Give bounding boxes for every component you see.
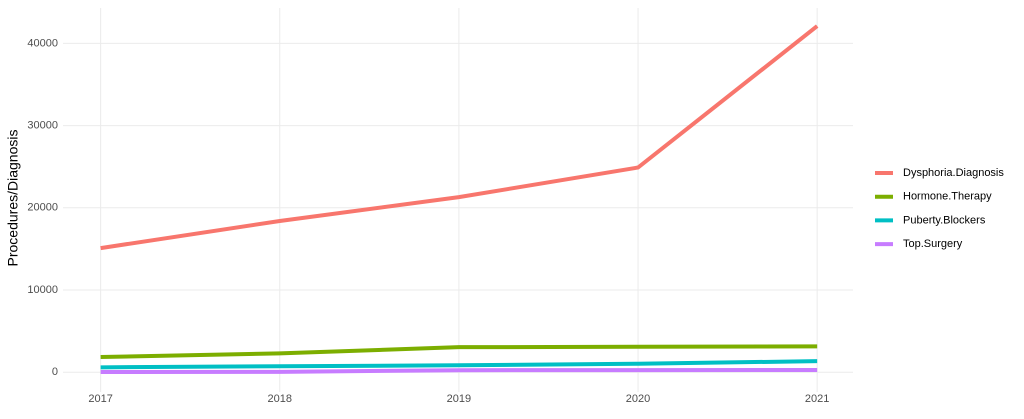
data-line bbox=[100, 344, 818, 360]
x-tick-label: 2018 bbox=[268, 393, 292, 405]
data-line bbox=[100, 367, 818, 375]
x-tick-label: 2021 bbox=[805, 393, 829, 405]
y-tick-label: 40000 bbox=[27, 37, 58, 49]
y-tick-label: 20000 bbox=[27, 202, 58, 214]
y-axis-title: Procedures/Diagnosis bbox=[5, 130, 21, 267]
data-line bbox=[100, 24, 819, 251]
y-tick-label: 0 bbox=[52, 366, 58, 378]
data-line bbox=[100, 359, 818, 370]
x-tick-label: 2017 bbox=[88, 393, 112, 405]
legend-label: Hormone.Therapy bbox=[903, 191, 992, 203]
legend-label: Puberty.Blockers bbox=[903, 214, 986, 226]
y-tick-label: 30000 bbox=[27, 119, 58, 131]
x-tick-label: 2020 bbox=[626, 393, 650, 405]
y-tick-label: 10000 bbox=[27, 284, 58, 296]
legend-label: Top.Surgery bbox=[903, 238, 963, 250]
x-tick-label: 2019 bbox=[447, 393, 471, 405]
legend-label: Dysphoria.Diagnosis bbox=[903, 167, 1004, 179]
